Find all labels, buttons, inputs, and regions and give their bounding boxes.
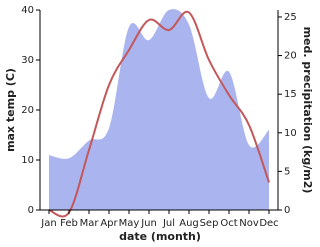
y-tick-label: 10 [21, 155, 34, 166]
x-tick-label: Oct [220, 218, 237, 229]
y-tick-label: 0 [28, 205, 34, 216]
y2-tick-label: 0 [284, 205, 290, 216]
y2-tick-label: 15 [284, 89, 297, 100]
y-tick-label: 20 [21, 105, 34, 116]
y-tick-label: 40 [21, 5, 34, 16]
y2-tick-label: 25 [284, 12, 297, 23]
y2-tick-label: 20 [284, 51, 297, 62]
x-tick-label: Feb [60, 218, 78, 229]
y2-tick-label: 5 [284, 166, 290, 177]
x-tick-label: May [119, 218, 140, 229]
x-tick-label: Jan [40, 218, 56, 229]
x-tick-label: Aug [179, 218, 199, 229]
x-tick-label: Apr [100, 218, 118, 229]
y2-tick-label: 10 [284, 128, 297, 139]
y2-axis-label: med. precipitation (kg/m2) [301, 27, 314, 194]
temperature-line [48, 10, 270, 218]
precipitation-area [49, 9, 269, 211]
y-axis-label: max temp (C) [4, 68, 17, 152]
x-tick-label: Jun [140, 218, 157, 229]
x-tick-label: Nov [239, 218, 259, 229]
x-tick-label: Jul [162, 218, 175, 229]
y-tick-label: 30 [21, 55, 34, 66]
x-tick-label: Dec [259, 218, 278, 229]
x-tick-label: Sep [200, 218, 219, 229]
x-axis-label: date (month) [119, 230, 201, 243]
x-tick-label: Mar [80, 218, 100, 229]
